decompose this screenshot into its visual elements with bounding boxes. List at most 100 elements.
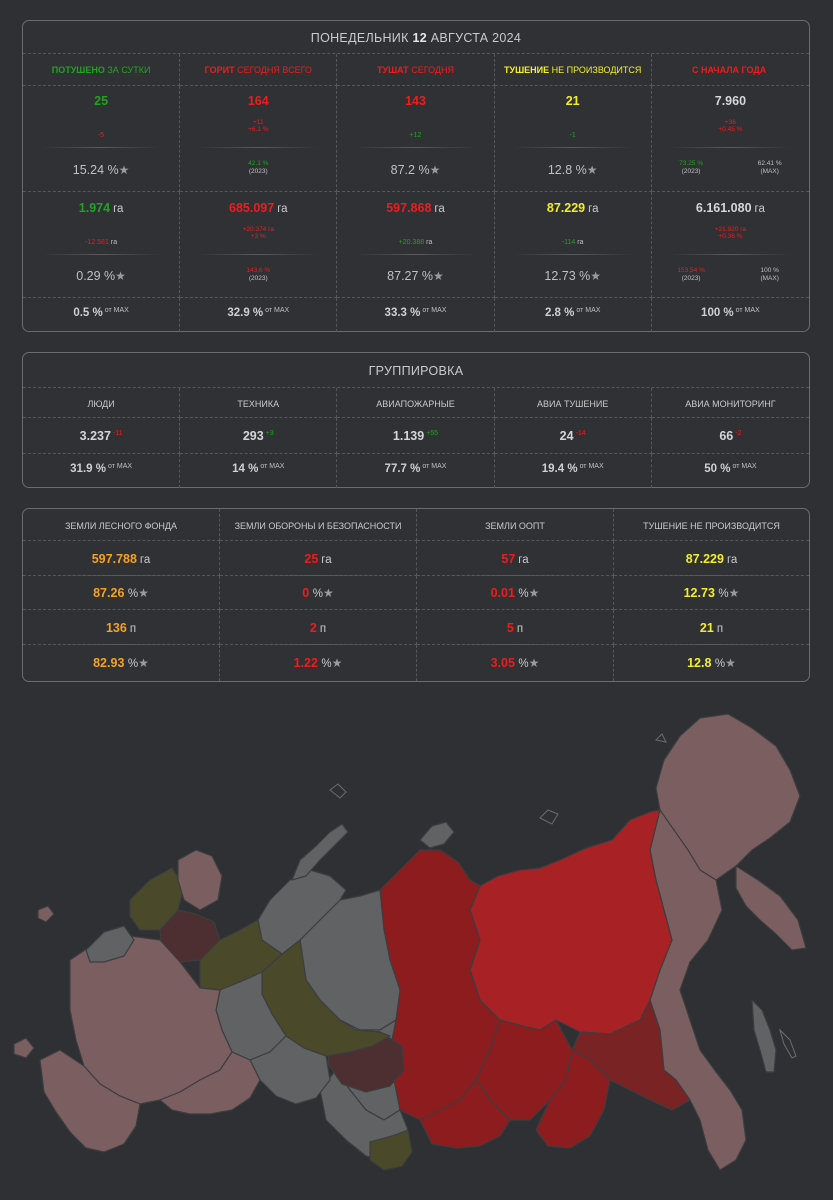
summary-area: 6.161.080 га (652, 201, 809, 215)
label-a: ПОТУШЕНО (51, 64, 105, 75)
area: 87.229 (685, 552, 724, 566)
max-label: от MAX (422, 307, 447, 314)
pct-sign: % (518, 658, 529, 670)
region-crimea[interactable] (13, 1037, 35, 1059)
area-year-pct: 143.6 % (246, 267, 271, 274)
max-label: от MAX (260, 463, 285, 470)
lands-cell-0-4: 82.93 %★ (23, 645, 220, 681)
area-unit: га (434, 203, 445, 215)
group-value-3: 24 -14 (494, 418, 652, 454)
island-kuril (778, 1028, 797, 1059)
area-unit: га (588, 203, 599, 215)
island-new-siberian (539, 809, 559, 825)
group-title: ГРУППИРОВКА (23, 353, 809, 388)
label: АВИА ТУШЕНИЕ (536, 399, 609, 409)
value: 293 (242, 429, 264, 443)
max-pct: 19.4 % (541, 463, 578, 476)
lands-cell-0-3: 136 п (23, 610, 220, 645)
pct-sign: % (321, 658, 332, 670)
label-a: ТУШЕНИЕ (504, 64, 550, 75)
summary-header-2: ТУШАТ СЕГОДНЯ (337, 54, 495, 86)
region-buryatia[interactable] (535, 1049, 611, 1149)
date-title: ПОНЕДЕЛЬНИК 12 АВГУСТА 2024 (23, 21, 809, 54)
island-wrangel (654, 733, 667, 743)
region-novaya-zemlya[interactable] (291, 823, 349, 881)
area-delta-2: +0.36 % (718, 233, 743, 240)
region-yakutia[interactable] (469, 809, 673, 1035)
group-max-3: 19.4 % от MAX (495, 454, 652, 488)
area: 25 (304, 552, 319, 566)
value: 3.237 (79, 429, 111, 443)
count-max: (MAX) (760, 168, 779, 175)
label: ЗЕМЛИ ОБОРОНЫ И БЕЗОПАСНОСТИ (234, 521, 402, 531)
max-label: от MAX (579, 463, 604, 470)
area: 1.974 (78, 201, 111, 215)
area: 87.229 (546, 201, 586, 215)
label-b: СЕГОДНЯ (411, 64, 454, 75)
group-max-0: 31.9 % от MAX (23, 454, 181, 488)
lands-cell-2-1: 57 га (417, 541, 614, 576)
region-south-russia[interactable] (39, 1049, 141, 1153)
area-delta-unit: га (426, 239, 433, 246)
count: 136 (105, 621, 127, 635)
area-pct: 0.01 (490, 586, 515, 600)
area-delta-unit: га (577, 239, 584, 246)
count-delta-1: +36 (724, 119, 736, 126)
label: ЗЕМЛИ ЛЕСНОГО ФОНДА (64, 521, 178, 531)
region-chelyabinsk[interactable] (249, 1035, 331, 1105)
count-year: (2023) (681, 168, 701, 175)
group-panel: ГРУППИРОВКА ЛЮДИ 3.237 -11 31.9 % от MAX ТЕХН… (22, 352, 810, 488)
region-kaliningrad[interactable] (37, 905, 55, 923)
area-unit: га (518, 554, 529, 566)
value: 24 (559, 429, 574, 443)
label: ТУШЕНИЕ НЕ ПРОИЗВОДИТСЯ (643, 521, 780, 531)
max-pct: 50 % (704, 463, 731, 476)
region-murmansk[interactable] (177, 849, 223, 911)
summary-area-cell-4: 6.161.080 га +21.920 га +0.36 % 153.54 % (202… (651, 192, 809, 298)
area-delta: -12.581 (85, 239, 109, 246)
group-value-4: 66 -2 (651, 418, 809, 454)
region-karelia-olive[interactable] (129, 867, 185, 931)
delta: -14 (575, 429, 586, 437)
label-a: ТУШАТ (376, 64, 409, 75)
summary-count: 21 (495, 94, 651, 108)
region-tuva[interactable] (419, 1079, 511, 1149)
label-b: ЗА СУТКИ (107, 64, 151, 75)
summary-max-cell-2: 33.3 % от MAX (337, 298, 495, 332)
summary-header-1: ГОРИТ СЕГОДНЯ ВСЕГО (180, 54, 338, 86)
region-altai-olive[interactable] (369, 1129, 413, 1171)
region-sakhalin[interactable] (751, 999, 777, 1073)
area-delta-2: +3 % (250, 233, 266, 240)
group-value-2: 1.139 +55 (337, 418, 495, 454)
label: АВИА МОНИТОРИНГ (685, 399, 776, 409)
lands-cell-3-3: 21 п (614, 610, 809, 645)
area-year-pct: 153.54 % (677, 267, 705, 274)
summary-header-4: С НАЧАЛА ГОДА (651, 54, 809, 86)
region-kamchatka[interactable] (735, 865, 807, 951)
count-year: (2023) (248, 168, 268, 175)
summary-grid: ПОТУШЕНО ЗА СУТКИ 25 -5 15.24 %★ 1.974 га -12.… (23, 54, 809, 332)
map-coast-details (329, 733, 797, 1059)
area-max: (MAX) (760, 275, 779, 282)
summary-count: 164 (180, 94, 336, 108)
group-grid: ЛЮДИ 3.237 -11 31.9 % от MAX ТЕХНИКА 293 +3 14 %… (23, 388, 809, 488)
count-delta-2: +0.45 % (718, 126, 743, 133)
max-pct: 100 % (701, 307, 734, 320)
area: 597.868 (386, 201, 432, 215)
area-delta-unit: га (110, 239, 118, 246)
group-label-1: ТЕХНИКА (180, 388, 338, 418)
region-severnaya-zemlya[interactable] (419, 821, 455, 849)
count-unit: п (129, 623, 137, 635)
group-label-2: АВИАПОЖАРНЫЕ (337, 388, 495, 418)
region-volga[interactable] (159, 1051, 261, 1115)
region-amur[interactable] (571, 999, 691, 1111)
pct-sign: % (127, 658, 139, 670)
lands-panel: ЗЕМЛИ ЛЕСНОГО ФОНДА 597.788 га 87.26 %★ 136 п… (22, 508, 810, 682)
label: АВИАПОЖАРНЫЕ (376, 399, 455, 409)
region-leningrad[interactable] (85, 925, 135, 963)
max-label: от MAX (735, 307, 760, 314)
summary-area: 597.868 га (337, 201, 493, 215)
group-max-2: 77.7 % от MAX (337, 454, 495, 488)
count-unit: п (516, 623, 524, 635)
pct-sign: % (312, 588, 323, 600)
